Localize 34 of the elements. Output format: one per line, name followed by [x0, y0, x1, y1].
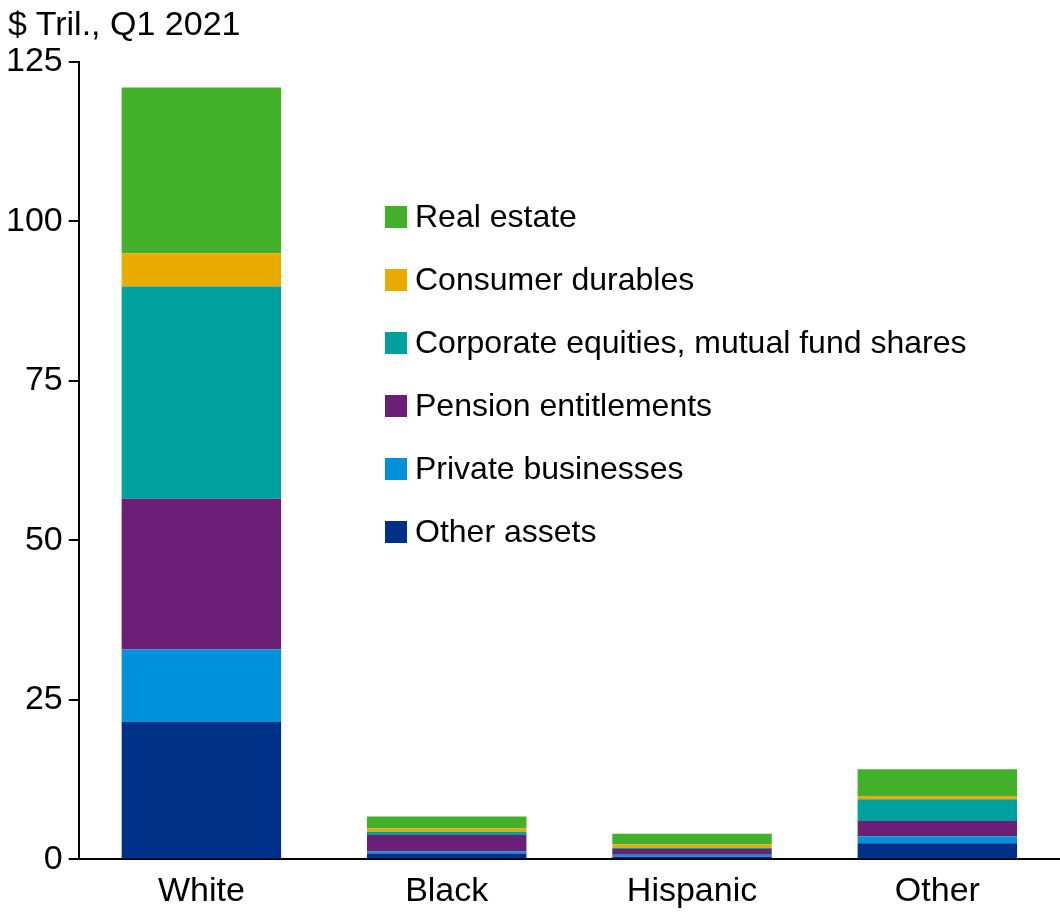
bar: [121, 498, 282, 650]
bar: [121, 253, 282, 287]
legend-label: Real estate: [415, 198, 577, 235]
bar: [121, 87, 282, 254]
bar: [857, 769, 1018, 797]
bar: [857, 820, 1018, 837]
x-tick-label: White: [157, 869, 245, 908]
x-tick-label: Hispanic: [626, 869, 758, 908]
y-tick-label: 50: [24, 518, 63, 557]
bar: [366, 853, 527, 859]
bar: [857, 799, 1018, 821]
bar: [121, 649, 282, 723]
bar: [612, 833, 772, 845]
y-tick-label: 125: [5, 40, 63, 79]
bar: [366, 834, 527, 852]
y-tick-label: 100: [5, 199, 63, 238]
legend-label: Corporate equities, mutual fund shares: [415, 324, 967, 361]
legend-label: Other assets: [415, 513, 597, 550]
x-tick-label: Other: [894, 869, 980, 908]
y-tick-label: 0: [43, 837, 63, 876]
bar: [121, 286, 282, 499]
bar: [857, 843, 1018, 859]
bar: [612, 849, 772, 855]
bar: [857, 796, 1018, 800]
legend-label: Pension entitlements: [415, 387, 713, 424]
bar: [366, 816, 527, 829]
y-tick-label: 75: [24, 359, 63, 398]
bar: [121, 722, 282, 859]
legend-label: Private businesses: [415, 450, 684, 487]
bar: [857, 836, 1018, 844]
y-axis-title: $ Tril., Q1 2021: [8, 4, 241, 43]
legend-label: Consumer durables: [415, 261, 695, 298]
y-tick-label: 25: [24, 678, 63, 717]
x-tick-label: Black: [405, 869, 490, 908]
